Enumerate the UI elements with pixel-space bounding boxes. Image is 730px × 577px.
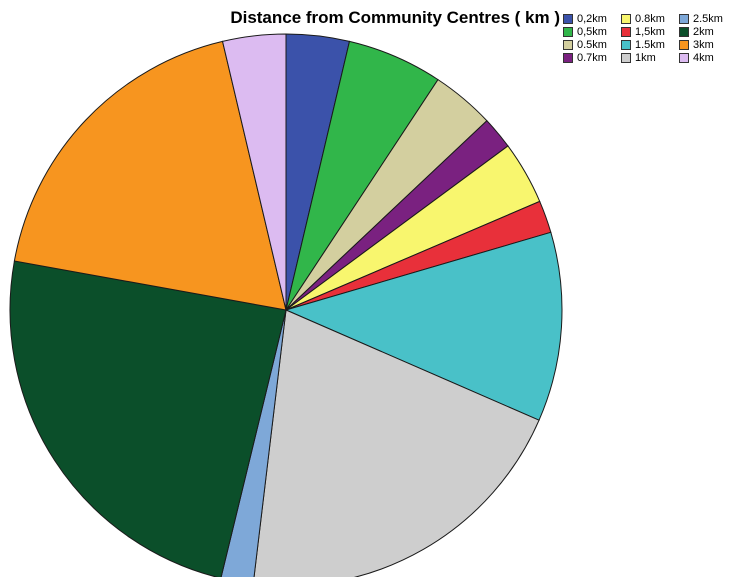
- legend-swatch: [563, 13, 573, 24]
- legend-item: 1,5km: [621, 25, 679, 38]
- legend-swatch: [563, 26, 573, 37]
- legend-label: 2km: [693, 25, 714, 38]
- pie-slice-2km: [9, 260, 287, 577]
- legend-label: 1,5km: [635, 25, 665, 38]
- legend-swatch: [621, 39, 631, 50]
- legend-label: 1.5km: [635, 38, 665, 51]
- pie-slice-4km: [221, 33, 287, 311]
- legend-item: 0,2km: [563, 12, 621, 25]
- legend-swatch: [679, 39, 689, 50]
- legend-swatch: [679, 52, 689, 63]
- legend-label: 0,5km: [577, 25, 607, 38]
- legend-label: 0.8km: [635, 12, 665, 25]
- legend-label: 3km: [693, 38, 714, 51]
- legend-item: 2.5km: [679, 12, 728, 25]
- legend-item: 0.8km: [621, 12, 679, 25]
- pie-slice-3km: [13, 40, 287, 311]
- pie-slice-1km: [253, 309, 540, 577]
- legend-label: 0,2km: [577, 12, 607, 25]
- legend-label: 0.5km: [577, 38, 607, 51]
- legend-swatch: [621, 13, 631, 24]
- pie-slice-1-5km: [284, 231, 563, 421]
- chart-title: Distance from Community Centres ( km ): [230, 8, 560, 27]
- legend-swatch: [563, 39, 573, 50]
- legend-swatch: [679, 13, 689, 24]
- legend: 0,2km 0.8km 2.5km 0,5km 1,5km 2km 0.5km 1.5km 3k…: [563, 12, 728, 64]
- legend-item: 0.5km: [563, 38, 621, 51]
- legend-item: 0,5km: [563, 25, 621, 38]
- legend-swatch: [679, 26, 689, 37]
- legend-item: 1km: [621, 51, 679, 64]
- legend-label: 0.7km: [577, 51, 607, 64]
- legend-item: 4km: [679, 51, 728, 64]
- legend-label: 1km: [635, 51, 656, 64]
- legend-swatch: [563, 52, 573, 63]
- legend-swatch: [621, 52, 631, 63]
- legend-swatch: [621, 26, 631, 37]
- legend-item: 2km: [679, 25, 728, 38]
- legend-item: 3km: [679, 38, 728, 51]
- legend-label: 4km: [693, 51, 714, 64]
- legend-label: 2.5km: [693, 12, 723, 25]
- legend-item: 0.7km: [563, 51, 621, 64]
- legend-item: 1.5km: [621, 38, 679, 51]
